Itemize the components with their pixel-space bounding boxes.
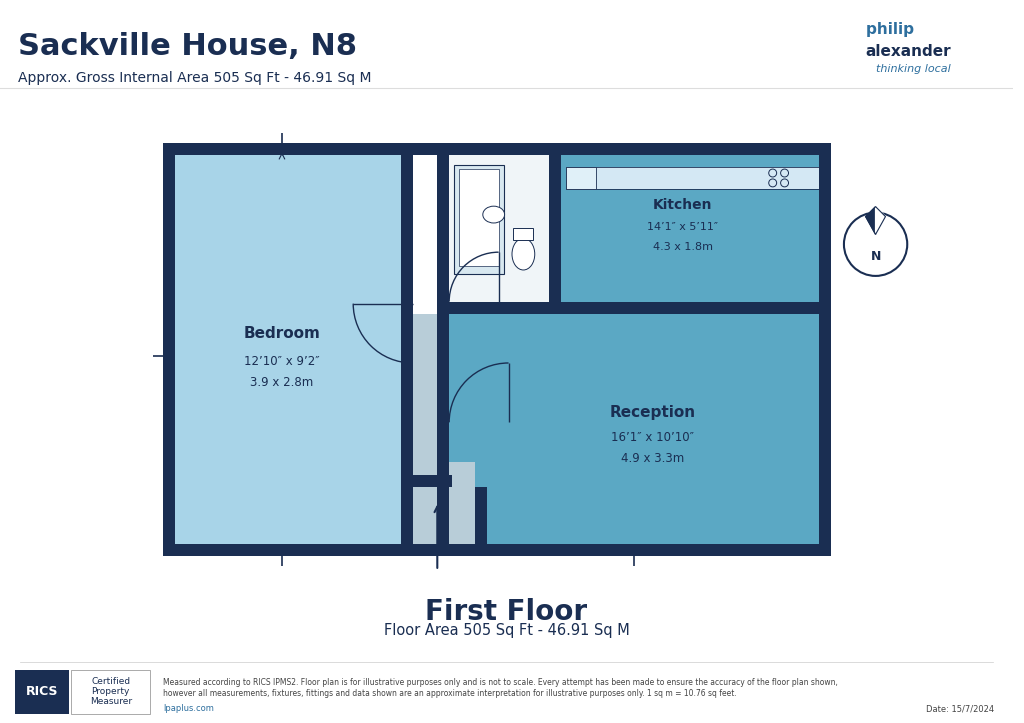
Text: Floor Area 505 Sq Ft - 46.91 Sq M: Floor Area 505 Sq Ft - 46.91 Sq M	[384, 623, 630, 638]
Bar	[566, 167, 596, 189]
Text: Certified
Property
Measurer: Certified Property Measurer	[90, 677, 132, 706]
Bar	[450, 314, 831, 544]
Bar	[413, 314, 437, 544]
Bar	[413, 475, 453, 487]
Text: thinking local: thinking local	[876, 64, 950, 74]
Text: RICS: RICS	[26, 685, 58, 698]
Text: 12’10″ x 9’2″: 12’10″ x 9’2″	[244, 354, 319, 367]
Text: 4.3 x 1.8m: 4.3 x 1.8m	[652, 242, 713, 252]
Bar	[549, 155, 561, 314]
Bar	[450, 155, 549, 301]
Bar	[513, 228, 534, 240]
Bar	[163, 143, 831, 155]
Bar	[819, 143, 831, 556]
Text: Date: 15/7/2024: Date: 15/7/2024	[926, 704, 994, 714]
Ellipse shape	[482, 206, 505, 223]
Text: 3.9 x 2.8m: 3.9 x 2.8m	[250, 376, 313, 389]
Ellipse shape	[512, 239, 535, 270]
Bar	[549, 301, 831, 314]
Text: Bedroom: Bedroom	[244, 326, 321, 341]
Bar	[475, 487, 486, 556]
Text: Approx. Gross Internal Area 505 Sq Ft - 46.91 Sq M: Approx. Gross Internal Area 505 Sq Ft - …	[17, 71, 372, 85]
Bar	[163, 544, 831, 556]
Polygon shape	[876, 207, 886, 234]
Text: 16’1″ x 10’10″: 16’1″ x 10’10″	[611, 431, 694, 444]
Polygon shape	[865, 207, 876, 234]
Bar	[566, 167, 819, 189]
Text: 4.9 x 3.3m: 4.9 x 3.3m	[622, 453, 685, 466]
Bar	[454, 165, 504, 274]
Bar	[175, 155, 400, 544]
Bar	[400, 155, 413, 544]
Text: philip: philip	[865, 22, 919, 37]
Bar	[437, 314, 450, 544]
Bar	[437, 155, 450, 314]
Bar	[163, 143, 175, 556]
Text: Sackville House, N8: Sackville House, N8	[17, 32, 356, 61]
Bar	[437, 301, 561, 314]
Text: Reception: Reception	[610, 405, 696, 420]
Text: First Floor: First Floor	[426, 599, 588, 626]
Bar	[406, 462, 475, 556]
Bar	[14, 669, 70, 714]
Bar	[163, 544, 400, 556]
Bar	[72, 669, 151, 714]
Bar	[561, 155, 831, 301]
Bar	[459, 169, 499, 266]
Bar	[480, 544, 831, 556]
Text: Measured according to RICS IPMS2. Floor plan is for illustrative purposes only a: Measured according to RICS IPMS2. Floor …	[163, 677, 838, 687]
Text: 14’1″ x 5’11″: 14’1″ x 5’11″	[647, 223, 718, 232]
Bar	[566, 167, 819, 189]
Text: Kitchen: Kitchen	[653, 197, 713, 212]
Text: alexander: alexander	[865, 44, 951, 59]
Bar	[454, 165, 504, 274]
Text: N: N	[870, 249, 881, 262]
Text: lpaplus.com: lpaplus.com	[163, 704, 214, 714]
Bar	[400, 487, 413, 556]
Text: however all measurements, fixtures, fittings and data shown are an approximate i: however all measurements, fixtures, fitt…	[163, 690, 737, 698]
Bar	[437, 301, 450, 427]
